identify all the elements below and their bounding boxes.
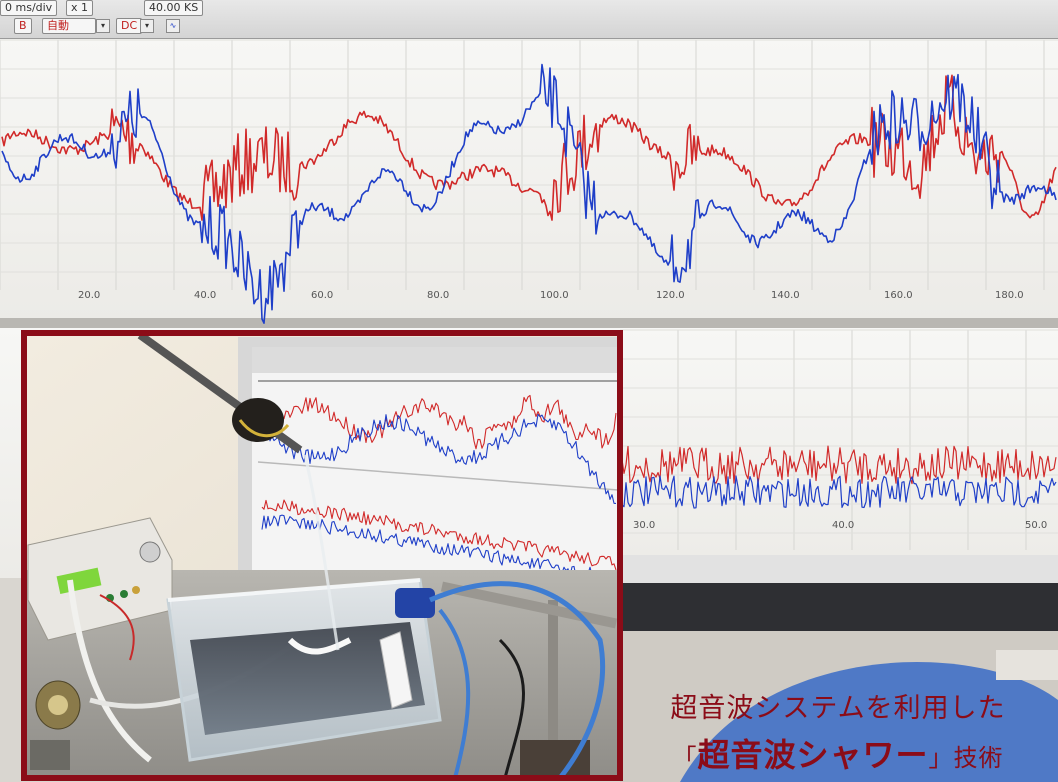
x-tick: 50.0	[1025, 520, 1048, 531]
oscilloscope-toolbar: 0 ms/div x 1 40.00 KS B 自動 ▾ DC ▾ ∿	[0, 0, 1058, 39]
ultrasonic-nozzle	[137, 333, 340, 651]
caption-open-bracket: 「	[672, 744, 698, 772]
upper-plot-area	[0, 38, 1058, 320]
x-tick: 30.0	[633, 520, 656, 531]
monitor-bezel	[620, 583, 1058, 631]
laptop-waveforms	[261, 394, 617, 585]
blue-waveform	[1, 63, 1057, 324]
laptop-screen	[252, 347, 620, 609]
inset-red-waveform	[261, 394, 617, 450]
coupling-select[interactable]: DC	[116, 18, 143, 34]
lab-stand	[395, 581, 618, 778]
chevron-down-icon[interactable]: ▾	[140, 19, 154, 33]
x-tick: 40.0	[194, 290, 217, 301]
multiplier-select[interactable]: x 1	[66, 0, 94, 16]
trigger-mode-select[interactable]: 自動	[42, 18, 96, 34]
caption-close-bracket: 」	[928, 744, 954, 772]
red-noise-waveform	[621, 445, 1057, 485]
lower-waveforms	[621, 445, 1057, 509]
waveform-icon[interactable]: ∿	[166, 19, 180, 33]
inset-photo	[24, 333, 620, 778]
function-generator	[27, 517, 173, 641]
channel-b-button[interactable]: B	[14, 18, 32, 34]
pump	[30, 680, 81, 770]
x-tick: 180.0	[995, 290, 1024, 301]
x-tick: 160.0	[884, 290, 913, 301]
chevron-down-icon[interactable]: ▾	[96, 19, 110, 33]
upper-waveforms	[1, 63, 1057, 324]
x-tick: 140.0	[771, 290, 800, 301]
sample-rate-select[interactable]: 40.00 KS	[144, 0, 204, 16]
x-tick: 100.0	[540, 290, 569, 301]
inset-blue-waveform	[261, 413, 617, 504]
inset-red-noise	[261, 499, 617, 571]
caption-line-1: 超音波システムを利用した	[670, 693, 1006, 724]
caption-line-2: 「超音波シャワー」技術	[628, 730, 1048, 776]
inset-blue-noise	[261, 514, 617, 585]
timebase-select[interactable]: 0 ms/div	[0, 0, 58, 16]
blue-bowl	[680, 662, 1058, 782]
x-tick: 60.0	[311, 290, 334, 301]
x-tick: 80.0	[427, 290, 450, 301]
x-tick: 40.0	[832, 520, 855, 531]
x-tick: 20.0	[78, 290, 101, 301]
x-tick: 120.0	[656, 290, 685, 301]
water-tank	[166, 578, 442, 762]
blue-noise-waveform	[621, 475, 1057, 509]
caption-tail: 技術	[953, 744, 1004, 772]
inset-frame	[21, 330, 623, 781]
blue-clamp	[395, 588, 435, 618]
caption-main: 超音波シャワー	[697, 736, 929, 774]
